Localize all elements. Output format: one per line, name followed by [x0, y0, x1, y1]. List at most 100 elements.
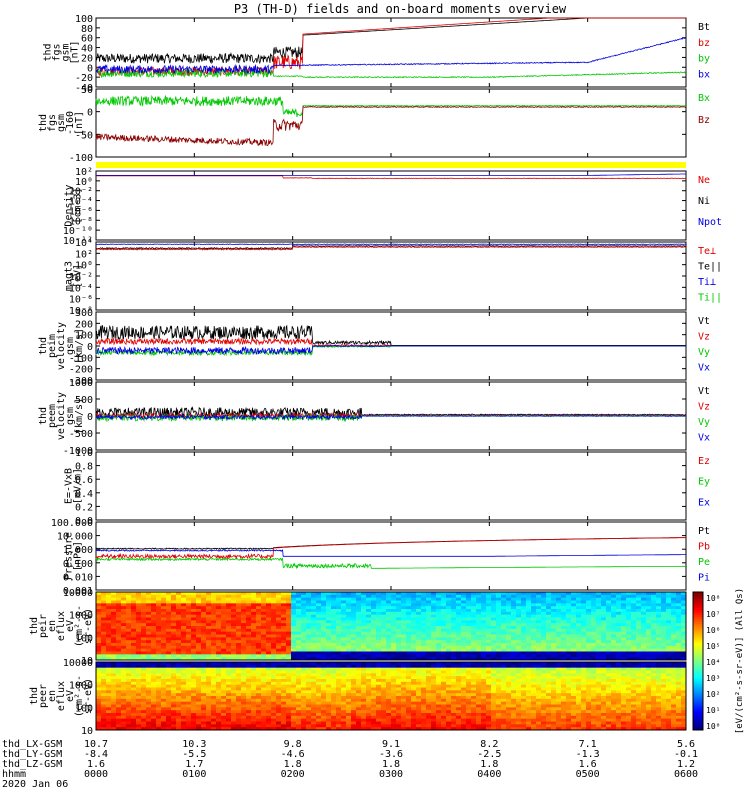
spectrogram-cell: [486, 648, 492, 652]
spectrogram-cell: [576, 603, 582, 607]
spectrogram-cell: [286, 617, 292, 621]
spectrogram-cell: [666, 617, 672, 621]
spectrogram-cell: [151, 617, 157, 621]
spectrogram-cell: [191, 592, 197, 596]
spectrogram-cell: [626, 651, 632, 655]
y-axis-label: thd: [29, 617, 40, 635]
spectrogram-cell: [101, 631, 107, 635]
spectrogram-cell: [641, 631, 647, 635]
spectrogram-cell: [136, 687, 142, 691]
y-axis-label: sr-eV): [83, 678, 94, 714]
spectrogram-cell: [236, 727, 242, 731]
spectrogram-cell: [436, 679, 442, 683]
spectrogram-cell: [396, 637, 402, 641]
spectrogram-cell: [341, 631, 347, 635]
spectrogram-cell: [596, 634, 602, 638]
spectrogram-cell: [111, 721, 117, 725]
spectrogram-cell: [391, 713, 397, 717]
spectrogram-cell: [426, 628, 432, 633]
spectrogram-cell: [401, 727, 407, 731]
spectrogram-cell: [151, 640, 157, 644]
spectrogram-cell: [521, 617, 527, 621]
spectrogram-cell: [376, 679, 382, 683]
spectrogram-cell: [541, 637, 547, 641]
spectrogram-cell: [346, 648, 352, 652]
spectrogram-cell: [366, 628, 372, 633]
spectrogram-cell: [426, 657, 432, 661]
spectrogram-cell: [306, 620, 312, 624]
spectrogram-cell: [411, 637, 417, 641]
spectrogram-cell: [181, 667, 187, 671]
spectrogram-cell: [361, 693, 367, 697]
spectrogram-cell: [166, 614, 172, 618]
spectrogram-cell: [236, 594, 242, 599]
spectrogram-cell: [431, 701, 437, 705]
y-tick-label: 0.100: [63, 559, 93, 570]
spectrogram-cell: [356, 609, 362, 613]
spectrogram-cell: [451, 696, 457, 700]
spectrogram-cell: [251, 724, 257, 728]
spectrogram-cell: [336, 628, 342, 633]
spectrogram-cell: [396, 611, 402, 616]
spectrogram-cell: [146, 684, 152, 688]
spectrogram-cell: [446, 724, 452, 728]
spectrogram-cell: [126, 721, 132, 725]
spectrogram-cell: [121, 606, 127, 610]
spectrogram-cell: [396, 643, 402, 647]
spectrogram-cell: [281, 597, 287, 601]
spectrogram-cell: [296, 609, 302, 613]
spectrogram-cell: [191, 673, 197, 677]
spectrogram-cell: [156, 648, 162, 652]
spectrogram-cell: [266, 713, 272, 717]
legend-entry: Vt: [698, 316, 710, 327]
spectrogram-cell: [216, 676, 222, 680]
spectrogram-cell: [536, 640, 542, 644]
spectrogram-cell: [221, 718, 227, 722]
spectrogram-cell: [361, 603, 367, 607]
spectrogram-cell: [226, 696, 232, 700]
spectrogram-cell: [316, 707, 322, 711]
spectrogram-cell: [206, 698, 212, 703]
spectrogram-cell: [251, 645, 257, 650]
spectrogram-cell: [231, 637, 237, 641]
spectrogram-cell: [311, 713, 317, 717]
spectrogram-cell: [161, 670, 167, 674]
spectrogram-cell: [506, 609, 512, 613]
spectrogram-cell: [151, 681, 157, 686]
spectrogram-cell: [501, 609, 507, 613]
spectrogram-cell: [611, 634, 617, 638]
y-axis-label: fgs: [47, 114, 58, 132]
spectrogram-cell: [451, 631, 457, 635]
spectrogram-cell: [221, 681, 227, 686]
spectrogram-cell: [271, 609, 277, 613]
spectrogram-cell: [256, 707, 262, 711]
spectrogram-cell: [471, 657, 477, 661]
spectrogram-cell: [336, 592, 342, 596]
spectrogram-cell: [301, 623, 307, 627]
spectrogram-cell: [396, 684, 402, 688]
spectrogram-cell: [526, 657, 532, 661]
spectrogram-cell: [436, 654, 442, 658]
spectrogram-cell: [371, 698, 377, 703]
spectrogram-cell: [681, 654, 687, 658]
spectrogram-cell: [96, 606, 102, 610]
spectrogram-cell: [411, 693, 417, 697]
spectrogram-cell: [666, 626, 672, 630]
spectrogram-cell: [316, 651, 322, 655]
spectrogram-cell: [611, 648, 617, 652]
spectrogram-cell: [201, 670, 207, 674]
spectrogram-cell: [521, 600, 527, 604]
spectrogram-cell: [111, 617, 117, 621]
spectrogram-cell: [101, 617, 107, 621]
spectrogram-cell: [461, 594, 467, 599]
spectrogram-cell: [176, 623, 182, 627]
spectrogram-cell: [326, 721, 332, 725]
spectrogram-cell: [356, 626, 362, 630]
spectrogram-cell: [181, 631, 187, 635]
spectrogram-cell: [216, 603, 222, 607]
spectrogram-cell: [266, 684, 272, 688]
spectrogram-cell: [231, 710, 237, 714]
spectrogram-cell: [276, 690, 282, 694]
spectrogram-cell: [381, 710, 387, 714]
spectrogram-cell: [326, 637, 332, 641]
